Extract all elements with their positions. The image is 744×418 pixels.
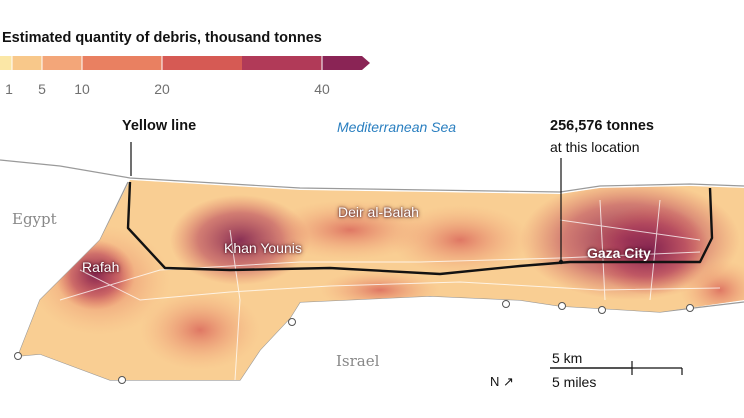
location-annotation: at this location xyxy=(550,139,640,155)
legend-tick-40: 40 xyxy=(314,81,330,97)
yellow-line-label: Yellow line xyxy=(122,118,197,134)
legend-swatch-4 xyxy=(82,56,162,70)
legend-swatch-6 xyxy=(242,56,322,70)
tonnes-annotation: 256,576 tonnes xyxy=(550,118,654,134)
road-network xyxy=(59,199,721,380)
city-label-gaza-city: Gaza City xyxy=(587,245,651,261)
legend-title: Estimated quantity of debris, thousand t… xyxy=(2,30,322,46)
country-label-israel: Israel xyxy=(336,352,380,370)
scale-bar xyxy=(550,361,683,375)
city-label-deir-al-balah: Deir al-Balah xyxy=(338,204,419,220)
legend-swatch-1 xyxy=(0,56,12,70)
legend-tick-10: 10 xyxy=(74,81,90,97)
city-label-rafah: Rafah xyxy=(82,259,120,275)
crossing-markers xyxy=(14,300,694,384)
legend-color-bar xyxy=(0,56,370,70)
legend-tick-5: 5 xyxy=(38,81,46,97)
sea-label: Mediterranean Sea xyxy=(337,119,457,135)
coastline xyxy=(0,159,744,193)
scale-label-km: 5 km xyxy=(552,350,583,366)
legend-swatch-2 xyxy=(12,56,42,70)
yellow-line xyxy=(126,181,714,276)
scale-label-miles: 5 miles xyxy=(552,374,597,390)
legend-swatch-5 xyxy=(162,56,242,70)
legend-tick-1: 1 xyxy=(5,81,13,97)
city-label-khan-younis: Khan Younis xyxy=(224,240,302,256)
legend-tick-20: 20 xyxy=(154,81,170,97)
legend-swatch-3 xyxy=(42,56,82,70)
tonnes-point-marker xyxy=(558,259,564,265)
legend-arrow xyxy=(322,56,370,70)
country-label-egypt: Egypt xyxy=(12,210,57,228)
north-arrow: N ↗ xyxy=(490,374,514,389)
